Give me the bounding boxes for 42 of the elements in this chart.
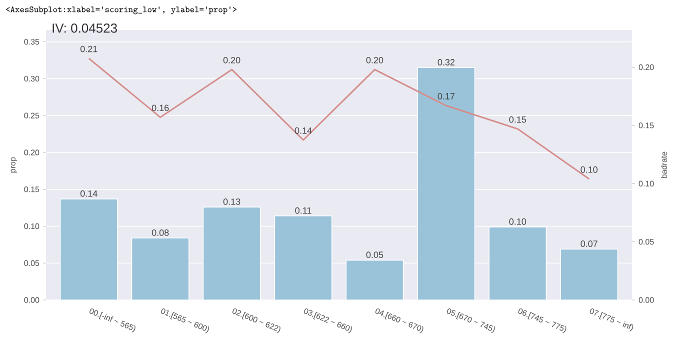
data-label: 0.16 (152, 104, 169, 112)
bar (274, 216, 332, 300)
bar (131, 238, 190, 300)
bar (560, 248, 618, 300)
data-label: 0.17 (438, 93, 454, 100)
y2-tick-label: 0.00 (638, 297, 654, 303)
data-label: 0.14 (294, 127, 312, 134)
data-label: 0.20 (366, 56, 384, 64)
bar (417, 67, 476, 300)
data-label: 0.10 (580, 166, 598, 173)
data-label: 0.13 (223, 198, 240, 205)
y-tick-label: 0.30 (24, 76, 40, 82)
y2-tick-label: 0.10 (638, 180, 654, 186)
data-label: 0.08 (152, 229, 169, 236)
y-tick-label: 0.20 (24, 150, 40, 156)
data-label: 0.15 (509, 116, 526, 123)
y2-tick-label: 0.20 (638, 64, 654, 70)
data-label: 0.07 (580, 240, 598, 247)
y-tick-label: 0.35 (24, 38, 40, 45)
bar (202, 206, 261, 300)
bar (488, 226, 547, 300)
chart-title: IV: 0.04523 (52, 24, 117, 33)
y2-tick-label: 0.05 (638, 238, 654, 245)
y-tick-label: 0.25 (24, 112, 40, 118)
y-tick-label: 0.10 (24, 223, 40, 230)
y2-axis-title: badrate (660, 152, 667, 178)
data-label: 0.32 (438, 59, 454, 66)
data-label: 0.05 (366, 252, 384, 258)
data-label: 0.20 (223, 56, 240, 64)
y-tick-label: 0.15 (24, 186, 40, 192)
y-tick-label: 0.05 (24, 260, 40, 266)
bar (60, 198, 118, 300)
y-axis-title: prop (11, 157, 18, 172)
y-tick-label: 0.00 (24, 297, 40, 303)
data-label: 0.11 (295, 207, 312, 214)
y2-tick-label: 0.15 (638, 122, 654, 128)
data-label: 0.10 (509, 218, 526, 225)
data-label: 0.21 (80, 46, 98, 52)
x-tick-label: 00.[-inf ~ 565) (90, 308, 136, 332)
data-label: 0.14 (80, 190, 98, 197)
bar (346, 260, 404, 300)
text: <AxesSubplot:xlabel='scoring_low', ylabel='prop'> (6, 6, 237, 14)
